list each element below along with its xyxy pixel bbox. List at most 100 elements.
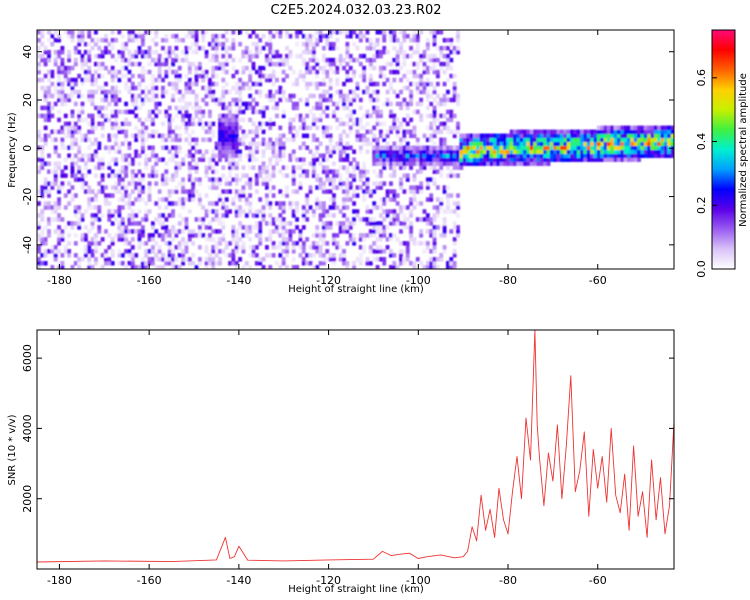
heatmap-cell — [231, 161, 236, 166]
heatmap-cell — [452, 89, 457, 95]
heatmap-cell — [392, 57, 397, 63]
heatmap-cell — [124, 73, 129, 79]
heatmap-cell — [147, 89, 152, 95]
heatmap-cell — [124, 41, 129, 47]
heatmap-cell — [422, 53, 427, 59]
heatmap-cell — [221, 65, 226, 71]
heatmap-cell — [456, 173, 460, 178]
heatmap-cell — [409, 117, 413, 123]
heatmap-cell — [667, 141, 672, 147]
heatmap-cell — [345, 261, 350, 266]
heatmap-cell — [83, 165, 88, 170]
heatmap-cell — [258, 89, 263, 95]
heatmap-cell — [556, 149, 561, 154]
heatmap-cell — [124, 237, 129, 242]
heatmap-cell — [63, 30, 68, 35]
heatmap-cell — [275, 153, 279, 158]
heatmap-cell — [395, 125, 400, 131]
heatmap-cell — [224, 61, 229, 67]
heatmap-cell — [596, 129, 601, 135]
heatmap-cell — [107, 101, 112, 107]
heatmap-cell — [144, 137, 149, 143]
heatmap-cell — [375, 181, 380, 186]
heatmap-cell — [301, 217, 306, 222]
heatmap-cell — [442, 185, 447, 190]
heatmap-cell — [251, 141, 256, 147]
heatmap-cell — [110, 53, 115, 59]
heatmap-cell — [194, 49, 199, 55]
heatmap-cell — [261, 141, 266, 147]
heatmap-cell — [187, 65, 192, 71]
heatmap-cell — [402, 205, 407, 210]
heatmap-cell — [291, 117, 296, 123]
heatmap-cell — [211, 121, 216, 127]
heatmap-cell — [348, 125, 353, 131]
heatmap-cell — [365, 109, 370, 115]
heatmap-cell — [228, 149, 232, 154]
heatmap-cell — [281, 69, 286, 75]
heatmap-cell — [345, 33, 350, 39]
heatmap-cell — [600, 145, 605, 150]
heatmap-cell — [127, 181, 132, 186]
heatmap-cell — [382, 133, 387, 139]
heatmap-cell — [228, 253, 232, 258]
heatmap-cell — [191, 177, 196, 182]
heatmap-cell — [197, 201, 202, 206]
heatmap-cell — [519, 141, 524, 147]
heatmap-cell — [402, 161, 407, 166]
heatmap-cell — [419, 30, 424, 35]
heatmap-cell — [43, 225, 48, 230]
heatmap-cell — [114, 97, 118, 103]
heatmap-cell — [211, 73, 216, 79]
heatmap-cell — [241, 65, 246, 71]
heatmap-cell — [248, 177, 253, 182]
heatmap-cell — [261, 217, 266, 222]
heatmap-cell — [228, 153, 232, 158]
heatmap-cell — [60, 233, 65, 238]
heatmap-cell — [228, 241, 232, 246]
heatmap-cell — [167, 113, 172, 119]
heatmap-cell — [184, 73, 189, 79]
heatmap-cell — [513, 133, 517, 139]
heatmap-cell — [258, 45, 263, 51]
heatmap-cell — [425, 177, 430, 182]
heatmap-cell — [321, 53, 326, 59]
snr-panel: -180 -160 -140 -120 -100 -80 -60 200040006000 … — [7, 329, 675, 595]
heatmap-cell — [405, 129, 410, 135]
heatmap-cell — [53, 173, 58, 178]
heatmap-cell — [295, 30, 299, 35]
heatmap-cell — [620, 125, 625, 131]
heatmap-cell — [519, 133, 524, 139]
heatmap-cell — [167, 81, 172, 87]
heatmap-cell — [335, 125, 340, 131]
heatmap-cell — [251, 225, 256, 230]
heatmap-cell — [251, 109, 256, 115]
heatmap-cell — [519, 161, 524, 166]
heatmap-cell — [365, 37, 370, 43]
heatmap-cell — [462, 149, 467, 154]
heatmap-cell — [506, 157, 511, 162]
heatmap-cell — [630, 141, 635, 147]
heatmap-cell — [513, 141, 517, 147]
heatmap-cell — [281, 237, 286, 242]
heatmap-cell — [449, 117, 454, 123]
heatmap-cell — [362, 181, 367, 186]
heatmap-cell — [204, 49, 209, 55]
heatmap-cell — [345, 113, 350, 119]
heatmap-cell — [432, 117, 437, 123]
heatmap-cell — [70, 37, 75, 43]
heatmap-cell — [667, 145, 672, 150]
heatmap-cell — [117, 237, 122, 242]
heatmap-cell — [90, 225, 95, 230]
heatmap-cell — [362, 77, 367, 83]
heatmap-cell — [130, 81, 135, 87]
heatmap-cell — [295, 33, 299, 39]
heatmap-cell — [63, 249, 68, 254]
heatmap-cell — [268, 189, 273, 194]
heatmap-cell — [305, 85, 310, 91]
heatmap-cell — [130, 30, 135, 35]
heatmap-cell — [385, 153, 390, 158]
heatmap-cell — [278, 89, 283, 95]
heatmap-cell — [211, 153, 216, 158]
heatmap-cell — [144, 241, 149, 246]
